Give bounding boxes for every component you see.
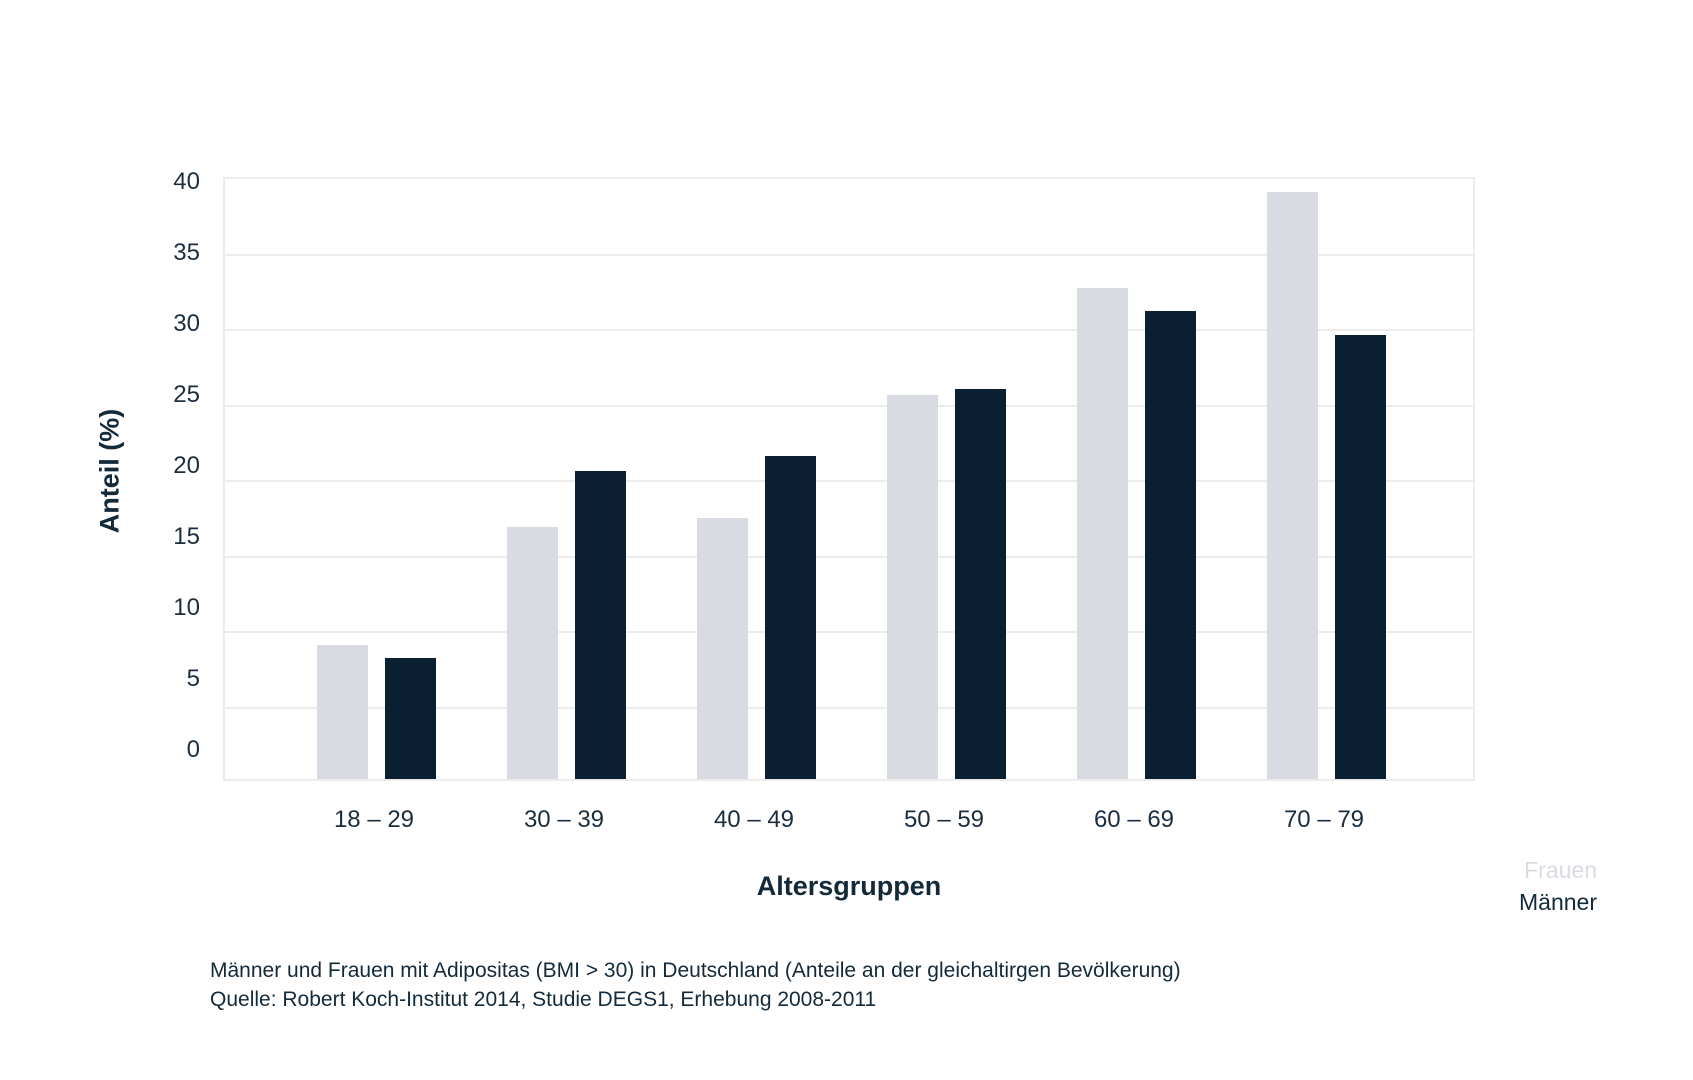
x-tick-label-40–49: 40 – 49 xyxy=(713,806,795,833)
caption: Männer und Frauen mit Adipositas (BMI > … xyxy=(210,956,1510,1014)
bar-maenner-40–49 xyxy=(764,455,816,779)
bar-frauen-40–49 xyxy=(696,517,748,779)
y-tick-label-40: 40 xyxy=(173,168,200,195)
x-axis-title: Altersgruppen xyxy=(756,871,942,901)
x-tick-label-50–59: 50 – 59 xyxy=(903,806,985,833)
y-tick-label-25: 25 xyxy=(173,381,200,408)
bar-maenner-60–69 xyxy=(1144,310,1196,779)
gridline-20 xyxy=(225,480,1473,482)
bar-frauen-18–29 xyxy=(316,644,368,779)
bar-frauen-30–39 xyxy=(506,526,558,779)
bar-maenner-30–39 xyxy=(574,470,626,779)
y-tick-label-15: 15 xyxy=(173,523,200,550)
x-tick-label-18–29: 18 – 29 xyxy=(333,806,415,833)
caption-line-1: Männer und Frauen mit Adipositas (BMI > … xyxy=(210,959,1181,982)
legend-item-maenner: Männer xyxy=(1519,889,1597,915)
y-tick-label-20: 20 xyxy=(173,452,200,479)
plot-area xyxy=(223,177,1475,781)
y-tick-label-35: 35 xyxy=(173,239,200,266)
bar-frauen-60–69 xyxy=(1076,288,1128,779)
caption-line-2: Quelle: Robert Koch-Institut 2014, Studi… xyxy=(210,988,877,1011)
gridline-35 xyxy=(225,253,1473,256)
legend: Frauen Männer xyxy=(1519,856,1597,916)
y-tick-label-5: 5 xyxy=(186,665,200,692)
y-tick-label-10: 10 xyxy=(173,594,200,621)
bar-frauen-50–59 xyxy=(886,395,938,779)
legend-item-frauen: Frauen xyxy=(1524,857,1597,883)
bar-maenner-70–79 xyxy=(1334,335,1386,779)
bar-maenner-50–59 xyxy=(954,389,1006,779)
bar-maenner-18–29 xyxy=(384,658,436,779)
gridline-15 xyxy=(225,555,1473,558)
gridline-30 xyxy=(225,329,1473,331)
gridline-10 xyxy=(225,631,1473,633)
x-tick-label-30–39: 30 – 39 xyxy=(523,806,605,833)
y-tick-label-30: 30 xyxy=(173,310,200,337)
gridline-25 xyxy=(225,404,1473,407)
x-tick-label-70–79: 70 – 79 xyxy=(1283,806,1365,833)
x-tick-label-60–69: 60 – 69 xyxy=(1093,806,1175,833)
gridline-5 xyxy=(225,706,1473,709)
y-tick-label-0: 0 xyxy=(186,736,200,763)
bar-frauen-70–79 xyxy=(1266,191,1318,779)
